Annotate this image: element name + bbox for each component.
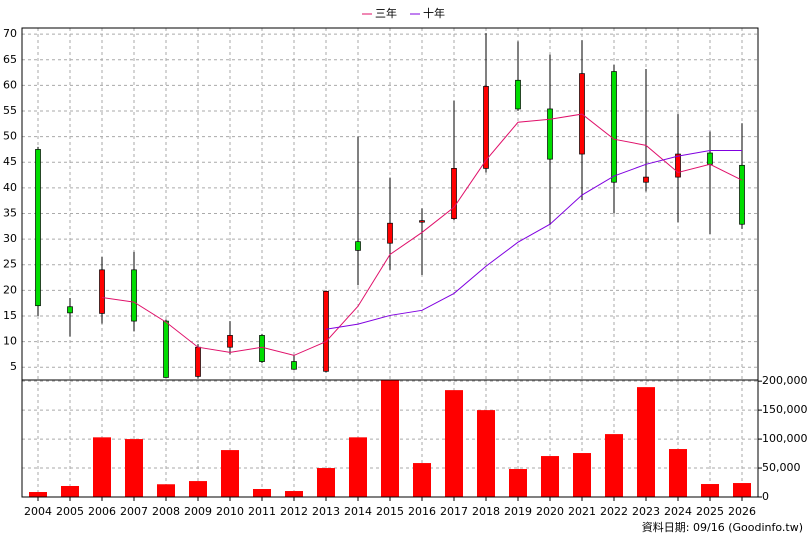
volume-bar [733, 483, 751, 497]
x-tick-label: 2013 [312, 505, 340, 518]
volume-bar [29, 492, 47, 497]
candle-body [451, 168, 457, 219]
candle-body [515, 79, 521, 110]
candle-body [739, 164, 745, 225]
x-tick-label: 2011 [248, 505, 276, 518]
candle-body [675, 153, 681, 178]
candle-body [611, 71, 617, 183]
plot-frame [21, 27, 759, 498]
volume-bar [477, 410, 495, 497]
x-tick-label: 2006 [88, 505, 116, 518]
volume-bar [157, 484, 175, 497]
y-tick-label: 60 [3, 78, 17, 91]
volume-bar [509, 469, 527, 497]
x-tick-label: 2014 [344, 505, 372, 518]
candle-body [547, 108, 553, 160]
x-tick-label: 2010 [216, 505, 244, 518]
x-tick-label: 2005 [56, 505, 84, 518]
x-tick-label: 2021 [568, 505, 596, 518]
candle-body [163, 320, 169, 378]
candle-body [323, 291, 329, 372]
x-tick-label: 2009 [184, 505, 212, 518]
y2-tick-label: 200,000 [762, 374, 808, 387]
y-tick-label: 15 [3, 309, 17, 322]
y2-tick-label: 0 [762, 490, 769, 503]
candle-body [259, 335, 265, 362]
candle-body [419, 220, 425, 223]
y-tick-label: 50 [3, 130, 17, 143]
volume-bar [61, 485, 79, 497]
y-tick-label: 20 [3, 283, 17, 296]
volume-bar [637, 387, 655, 497]
ma-line [325, 149, 742, 330]
volume-bar [285, 491, 303, 497]
y-tick-label: 70 [3, 27, 17, 40]
y-tick-label: 10 [3, 335, 17, 348]
x-tick-label: 2007 [120, 505, 148, 518]
volume-bar [605, 434, 623, 497]
x-tick-label: 2008 [152, 505, 180, 518]
x-tick-label: 2020 [536, 505, 564, 518]
x-tick-label: 2024 [664, 505, 692, 518]
x-tick-label: 2004 [24, 505, 52, 518]
volume-bar [253, 489, 271, 497]
volume-bar [669, 449, 687, 497]
y2-tick-label: 50,000 [762, 461, 801, 474]
candle-body [131, 269, 137, 322]
candle-body [291, 361, 297, 370]
y2-tick-label: 150,000 [762, 403, 808, 416]
x-tick-label: 2022 [600, 505, 628, 518]
legend-label: 三年 [375, 6, 397, 20]
ma-line [101, 113, 743, 356]
volume-bar [381, 380, 399, 497]
y-tick-label: 55 [3, 104, 17, 117]
x-tick-label: 2016 [408, 505, 436, 518]
candle-body [67, 306, 73, 314]
y2-tick-label: 100,000 [762, 432, 808, 445]
volume-bar [573, 453, 591, 497]
x-tick-label: 2026 [728, 505, 756, 518]
volume-bar [125, 439, 143, 497]
candle-body [707, 152, 713, 165]
y-tick-label: 35 [3, 206, 17, 219]
y-tick-label: 40 [3, 181, 17, 194]
volume-bar [221, 450, 239, 497]
candle-body [643, 176, 649, 183]
x-tick-label: 2019 [504, 505, 532, 518]
volume-bar [317, 468, 335, 497]
candle-body [35, 149, 41, 307]
legend-label: 十年 [423, 6, 445, 20]
volume-bar [349, 437, 367, 497]
candle-body [195, 346, 201, 377]
candle-body [355, 241, 361, 251]
x-tick-label: 2017 [440, 505, 468, 518]
y-tick-label: 25 [3, 258, 17, 271]
y-tick-label: 65 [3, 53, 17, 66]
volume-bar [541, 456, 559, 497]
volume-bar [189, 481, 207, 497]
candle-body [387, 222, 393, 244]
x-tick-label: 2012 [280, 505, 308, 518]
candle-body [227, 335, 233, 348]
footnote: 資料日期: 09/16 (Goodinfo.tw) [642, 520, 803, 534]
volume-bar [93, 437, 111, 497]
y-tick-label: 45 [3, 155, 17, 168]
x-tick-label: 2025 [696, 505, 724, 518]
y-tick-label: 5 [10, 360, 17, 373]
x-tick-label: 2015 [376, 505, 404, 518]
volume-bar [701, 484, 719, 497]
volume-bar [445, 390, 463, 497]
candle-body [483, 86, 489, 169]
volume-bar [413, 463, 431, 497]
candle-body [99, 269, 105, 314]
y-tick-label: 30 [3, 232, 17, 245]
x-tick-label: 2023 [632, 505, 660, 518]
x-tick-label: 2018 [472, 505, 500, 518]
